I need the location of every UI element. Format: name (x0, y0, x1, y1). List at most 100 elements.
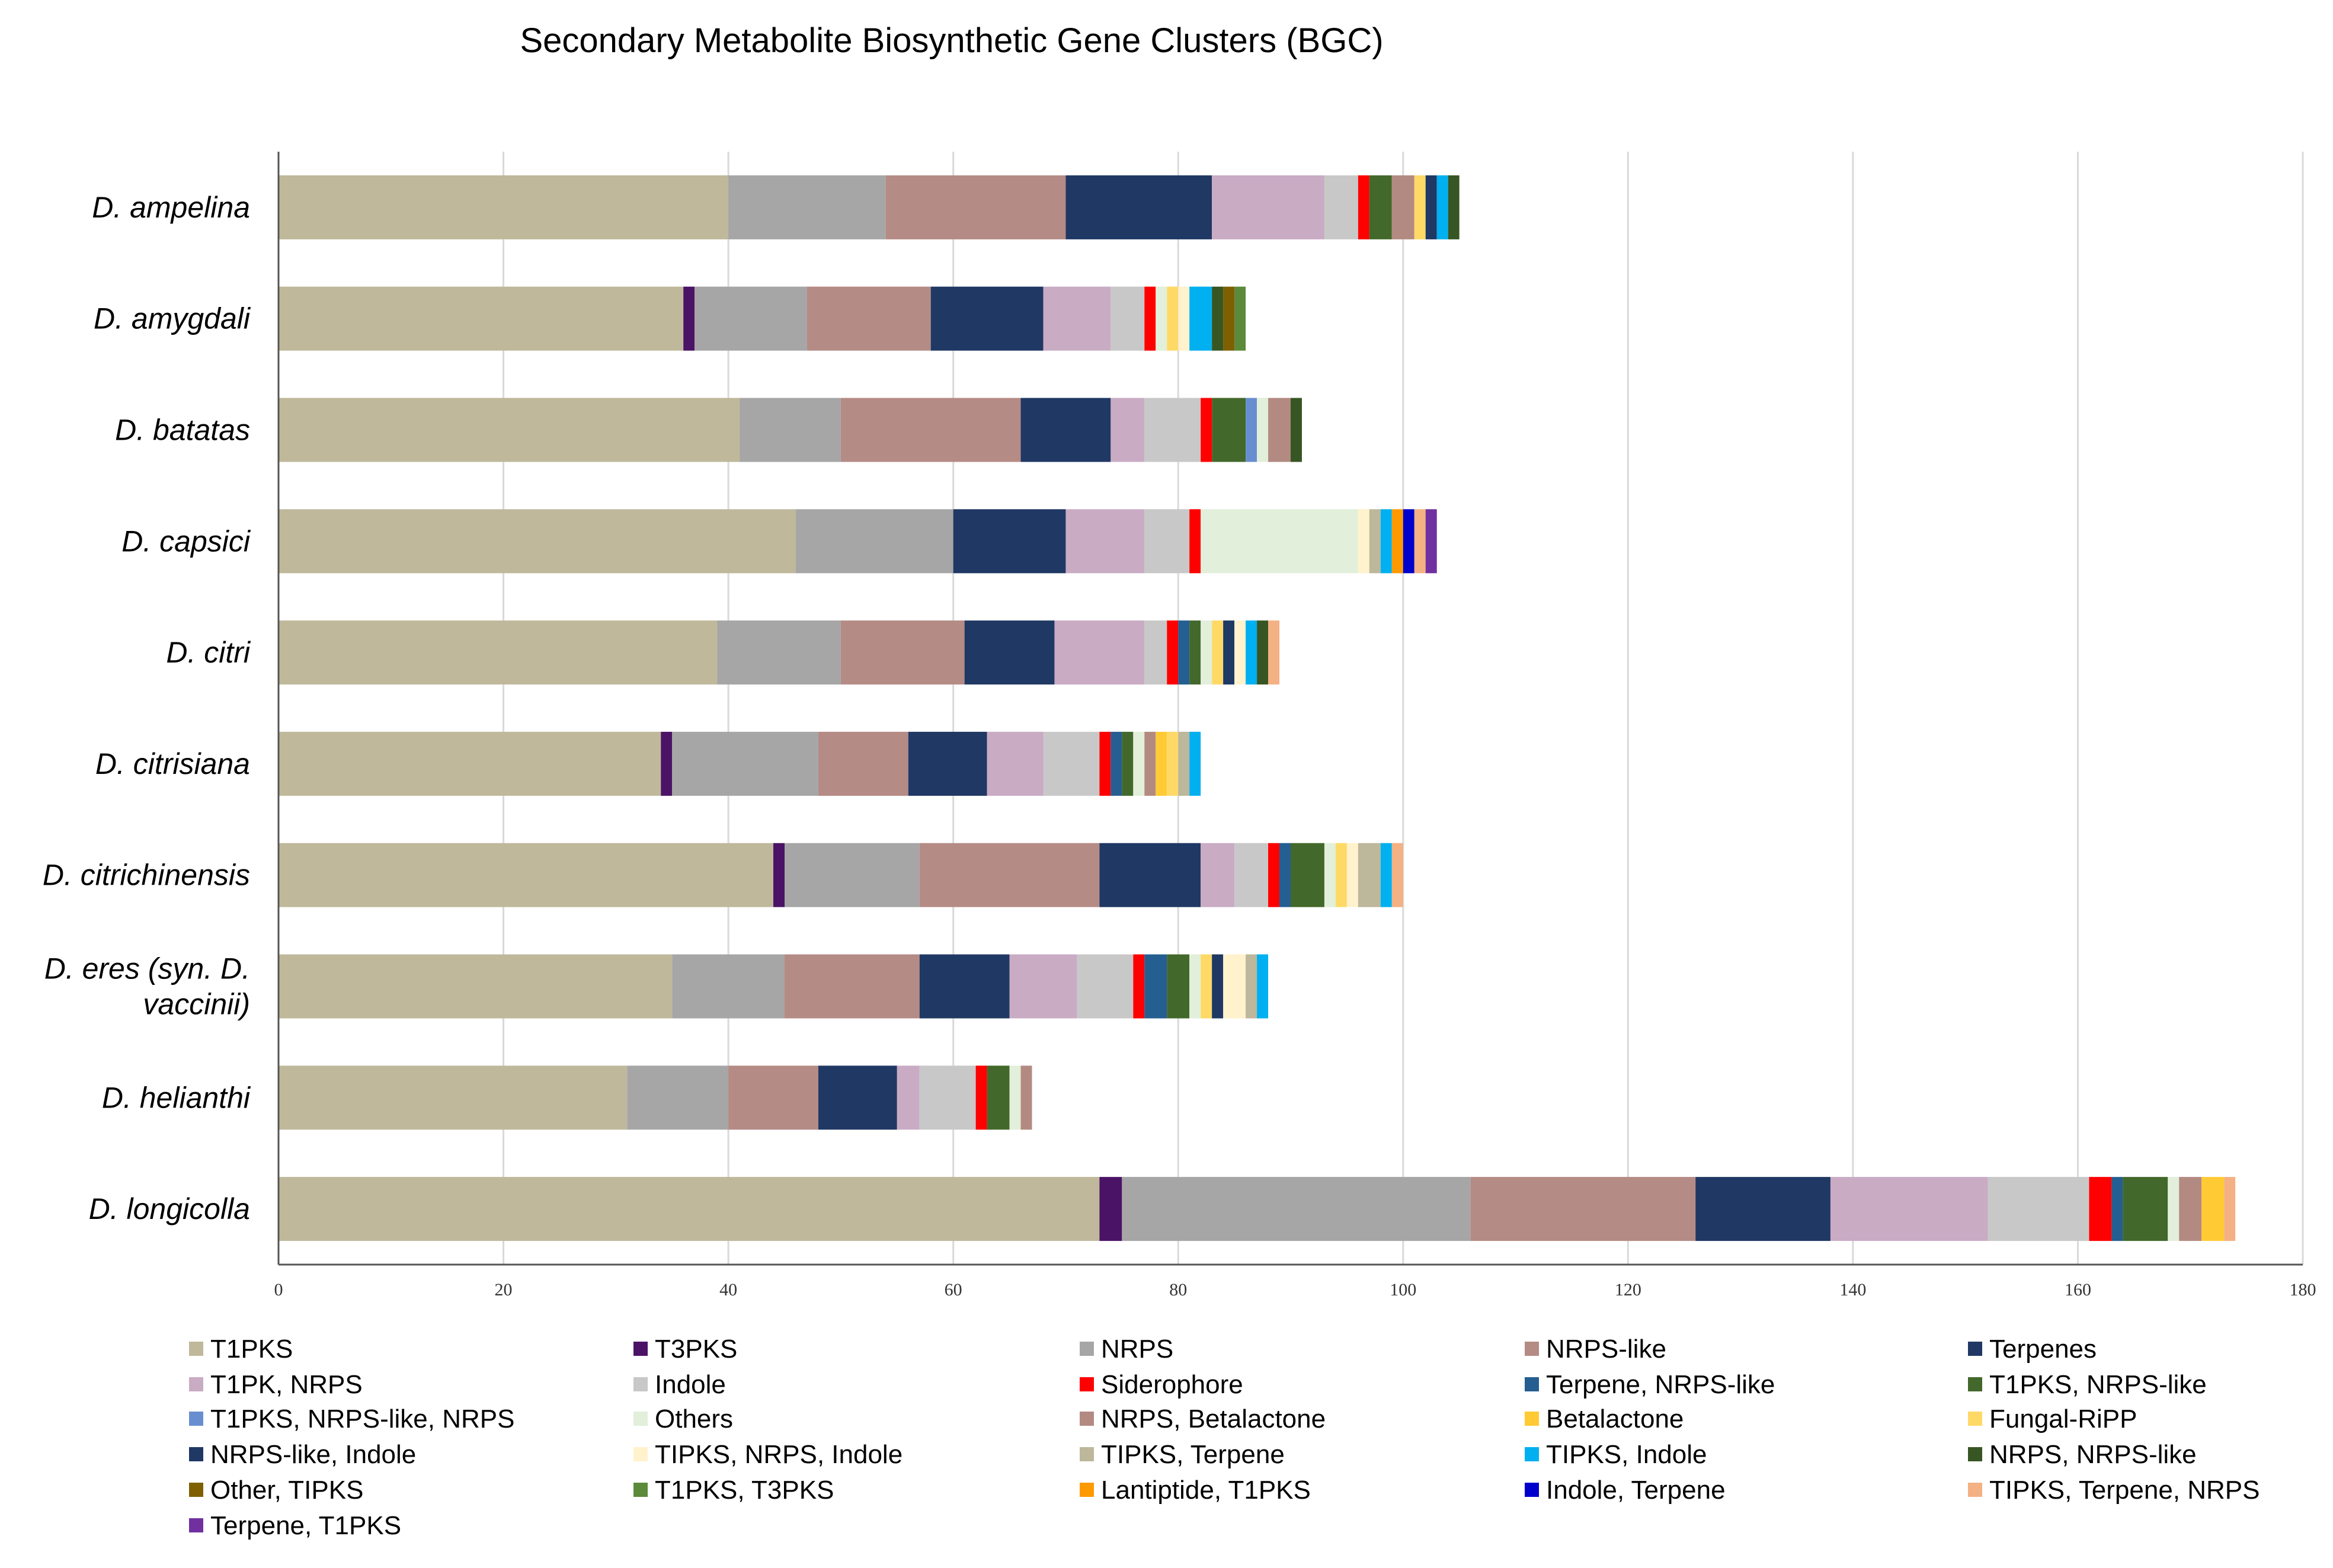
bar-segment: D. longicolla — Betalactone: 2 (2201, 1177, 2225, 1241)
bar-segment: D. citrichinensis — Indole: 3 (1234, 843, 1269, 907)
bar-segment: D. ampelina — T1PKS, NRPS-like: 2 (1369, 175, 1392, 239)
legend-item: Fungal-RiPP (1968, 1404, 2137, 1433)
bar-segment: D. longicolla — NRPS-like: 20 (1470, 1177, 1696, 1241)
bar-segment: D. longicolla — T1PK, NRPS: 14 (1830, 1177, 1988, 1241)
bar-segment: D. helianthi — T1PKS: 31 (279, 1065, 628, 1130)
legend-item: NRPS-like (1525, 1335, 1666, 1364)
bar-segment: D. amygdali — Other, TIPKS: 1 (1223, 286, 1235, 351)
bar-segment: D. batatas — Others: 1 (1257, 398, 1269, 462)
bar-segment: D. citri — NRPS: 11 (717, 620, 841, 685)
bar-segment: D. eres (syn. D. vaccinii) — NRPS-like: … (785, 954, 920, 1019)
legend-swatch (1525, 1412, 1539, 1426)
legend-swatch (633, 1447, 648, 1461)
bar-segment: D. eres (syn. D. vaccinii) — Fungal-RiPP… (1201, 954, 1212, 1019)
bar-segment: D. eres (syn. D. vaccinii) — NRPS-like, … (1212, 954, 1224, 1019)
legend-label: NRPS (1101, 1335, 1173, 1364)
legend-label: TIPKS, Terpene (1101, 1440, 1285, 1469)
bar-segment: D. capsici — Others: 14 (1201, 509, 1358, 574)
legend-item: T3PKS (633, 1335, 737, 1364)
legend-swatch (1080, 1483, 1094, 1497)
legend-item: Terpene, T1PKS (189, 1511, 401, 1540)
bar-segment: D. citrichinensis — T1PK, NRPS: 3 (1201, 843, 1235, 907)
bar-segment: D. citri — NRPS, NRPS-like: 1 (1257, 620, 1269, 685)
bar-segment: D. ampelina — NRPS, NRPS-like: 1 (1448, 175, 1460, 239)
legend-item: TIPKS, Terpene, NRPS (1968, 1476, 2260, 1505)
bar-segment: D. citrisiana — NRPS-like: 8 (818, 731, 908, 796)
bar-segment: D. helianthi — Indole: 5 (919, 1065, 976, 1130)
bar-segment: D. eres (syn. D. vaccinii) — Others: 1 (1189, 954, 1201, 1019)
bar-segment: D. capsici — Terpenes: 10 (953, 509, 1066, 574)
bar-segment: D. citrichinensis — Fungal-RiPP: 1 (1335, 843, 1347, 907)
bar-segment: D. eres (syn. D. vaccinii) — TIPKS, NRPS… (1223, 954, 1246, 1019)
bar-segment: D. citrisiana — T1PK, NRPS: 5 (987, 731, 1044, 796)
legend-label: Fungal-RiPP (1989, 1404, 2137, 1433)
bar-segment: D. capsici — TIPKS, Terpene: 1 (1369, 509, 1381, 574)
bar-segment: D. citrichinensis — T1PKS, NRPS-like: 3 (1291, 843, 1324, 907)
legend-label: Other, TIPKS (210, 1476, 363, 1505)
bar-segment: D. citrisiana — Others: 1 (1133, 731, 1145, 796)
bar-segment: D. batatas — Siderophore: 1 (1201, 398, 1212, 462)
category-label: D. citrichinensis (43, 859, 250, 892)
bar-segment: D. eres (syn. D. vaccinii) — T1PKS, NRPS… (1167, 954, 1190, 1019)
bar-segment: D. citrisiana — Fungal-RiPP: 1 (1167, 731, 1179, 796)
bar-segment: D. amygdali — Terpenes: 10 (930, 286, 1044, 351)
legend-label: NRPS, NRPS-like (1989, 1440, 2197, 1469)
bar-segment: D. longicolla — Indole: 9 (1988, 1177, 2089, 1241)
bar-segment: D. capsici — T1PKS: 46 (279, 509, 796, 574)
bar-segment: D. citrisiana — NRPS, Betalactone: 1 (1144, 731, 1156, 796)
bar-segment: D. citri — TIPKS, Terpene, NRPS: 1 (1268, 620, 1280, 685)
bar-segment: D. amygdali — NRPS, NRPS-like: 1 (1212, 286, 1224, 351)
bar-segment: D. amygdali — T3PKS: 1 (683, 286, 695, 351)
category-label: D. citrisiana (95, 747, 250, 780)
bar-segment: D. eres (syn. D. vaccinii) — T1PK, NRPS:… (1009, 954, 1077, 1019)
bar-segment: D. citrisiana — TIPKS, Indole: 1 (1189, 731, 1201, 796)
bar-segment: D. amygdali — Siderophore: 1 (1144, 286, 1156, 351)
x-tick-label: 60 (945, 1280, 962, 1300)
legend-label: Lantiptide, T1PKS (1101, 1476, 1311, 1505)
bar-segment: D. citrisiana — Terpene, NRPS-like: 1 (1111, 731, 1122, 796)
legend-label: Terpene, NRPS-like (1546, 1370, 1775, 1399)
bar-segment: D. citri — NRPS-like, Indole: 1 (1223, 620, 1235, 685)
category-label: D. ampelina (92, 191, 250, 224)
legend-label: Betalactone (1546, 1404, 1684, 1433)
legend-swatch (633, 1377, 648, 1391)
bar-segment: D. batatas — NRPS, NRPS-like: 1 (1291, 398, 1302, 462)
x-tick-label: 20 (495, 1280, 513, 1300)
legend-item: T1PKS, NRPS-like, NRPS (189, 1404, 514, 1433)
bar-segment: D. citrichinensis — Others: 1 (1324, 843, 1336, 907)
bar-segment: D. batatas — T1PKS, NRPS-like, NRPS: 1 (1246, 398, 1257, 462)
bar-segment: D. capsici — Lantiptide, T1PKS: 1 (1391, 509, 1403, 574)
bar-segment: D. ampelina — T1PK, NRPS: 10 (1212, 175, 1324, 239)
bar-segment: D. citri — Terpene, NRPS-like: 1 (1178, 620, 1190, 685)
bar-segment: D. helianthi — NRPS: 9 (627, 1065, 729, 1130)
bar-segment: D. citrisiana — T3PKS: 1 (661, 731, 673, 796)
bar-segment: D. helianthi — NRPS, Betalactone: 1 (1020, 1065, 1032, 1130)
bar-segment: D. ampelina — NRPS-like: 16 (885, 175, 1066, 239)
bar-segment: D. ampelina — NRPS: 14 (728, 175, 886, 239)
legend-item: T1PK, NRPS (189, 1370, 363, 1399)
legend-label: T3PKS (655, 1335, 737, 1364)
category-label: D. longicolla (89, 1192, 250, 1225)
legend-swatch (1080, 1342, 1094, 1356)
legend-item: T1PKS, NRPS-like (1968, 1370, 2207, 1399)
bar-segment: D. citri — Siderophore: 1 (1167, 620, 1179, 685)
bar-segment: D. citri — TIPKS, Indole: 1 (1246, 620, 1257, 685)
category-label: D. capsici (121, 524, 251, 558)
bars: D. ampelina — T1PKS: 40D. ampelina — NRP… (279, 175, 2236, 1241)
legend-label: Indole (655, 1370, 726, 1399)
bar-segment: D. batatas — Terpenes: 8 (1020, 398, 1111, 462)
bar-segment: D. citri — NRPS-like: 11 (840, 620, 965, 685)
legend-swatch (1968, 1447, 1982, 1461)
legend-label: NRPS-like, Indole (210, 1440, 416, 1469)
legend-swatch (189, 1518, 203, 1532)
category-label: D. citri (166, 636, 251, 669)
legend-swatch (189, 1377, 203, 1391)
bar-segment: D. batatas — T1PK, NRPS: 3 (1111, 398, 1145, 462)
bar-segment: D. citrisiana — T1PKS, NRPS-like: 1 (1122, 731, 1134, 796)
legend-item: TIPKS, NRPS, Indole (633, 1440, 903, 1469)
bar-segment: D. citri — Terpenes: 8 (964, 620, 1055, 685)
legend-item: Indole, Terpene (1525, 1476, 1726, 1505)
bar-segment: D. eres (syn. D. vaccinii) — T1PKS: 35 (279, 954, 673, 1019)
category-label: D. eres (syn. D. vaccinii) (44, 952, 250, 1021)
